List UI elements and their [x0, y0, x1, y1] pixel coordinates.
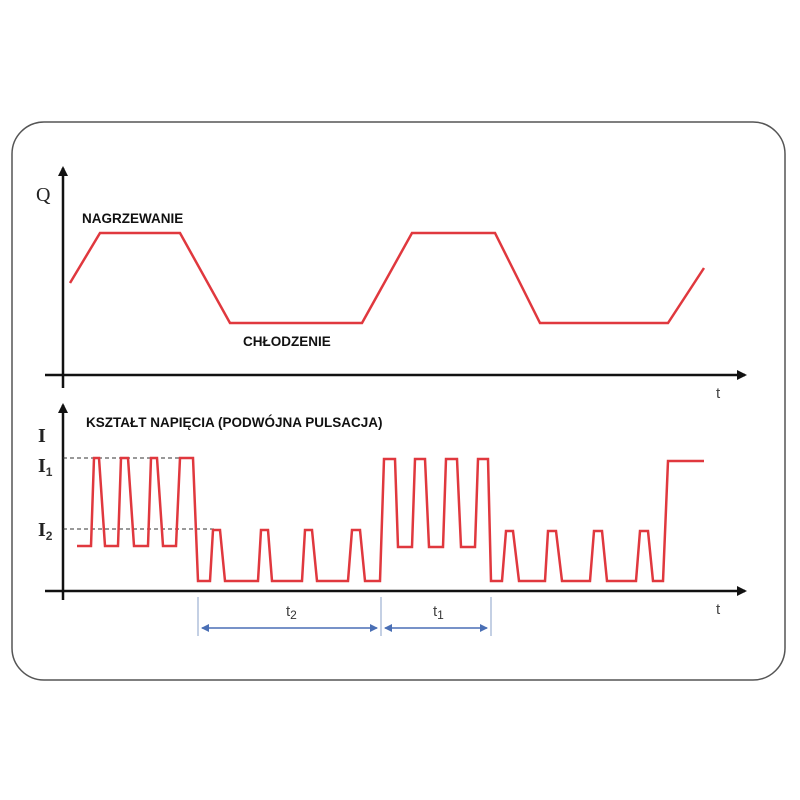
diagram-frame — [11, 121, 786, 681]
t1-label: t1 — [433, 603, 444, 622]
level-i1-label: I1 — [38, 455, 53, 479]
current-waveform — [77, 456, 704, 583]
top-y-axis-label: Q — [36, 184, 51, 206]
top-x-axis-label: t — [716, 385, 721, 402]
level-i2-label: I2 — [38, 519, 53, 543]
heat-curve — [68, 231, 706, 325]
t2-label: t2 — [286, 603, 297, 622]
bottom-x-axis-label: t — [716, 601, 721, 618]
heating-label: NAGRZEWANIE — [82, 211, 183, 226]
waveform-title: KSZTAŁT NAPIĘCIA (PODWÓJNA PULSACJA) — [86, 415, 383, 430]
cooling-label: CHŁODZENIE — [243, 334, 331, 349]
bottom-y-axis-label: I — [38, 425, 46, 447]
